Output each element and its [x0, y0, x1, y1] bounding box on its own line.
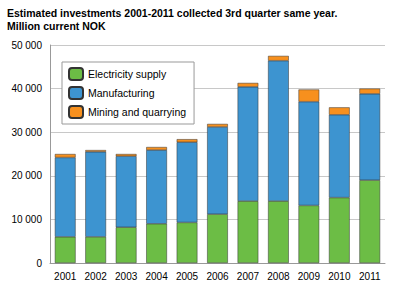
svg-text:Estimated investments 2001-201: Estimated investments 2001-2011 collecte…	[7, 7, 337, 19]
svg-text:2007: 2007	[237, 271, 260, 282]
svg-text:2001: 2001	[54, 271, 77, 282]
svg-text:0: 0	[36, 258, 42, 269]
svg-text:10 000: 10 000	[11, 214, 42, 225]
svg-text:2011: 2011	[359, 271, 381, 282]
svg-text:Electricity supply: Electricity supply	[88, 68, 167, 80]
svg-text:20 000: 20 000	[11, 170, 42, 181]
svg-text:2004: 2004	[145, 271, 168, 282]
svg-text:40 000: 40 000	[11, 83, 42, 94]
svg-text:2008: 2008	[267, 271, 290, 282]
svg-text:2010: 2010	[328, 271, 351, 282]
svg-text:30 000: 30 000	[11, 127, 42, 138]
svg-text:2005: 2005	[176, 271, 199, 282]
svg-text:Mining and quarrying: Mining and quarrying	[88, 106, 186, 118]
svg-text:2003: 2003	[115, 271, 138, 282]
svg-text:Million current NOK: Million current NOK	[7, 20, 106, 32]
svg-text:2009: 2009	[298, 271, 321, 282]
svg-text:50 000: 50 000	[11, 40, 42, 51]
svg-text:2002: 2002	[85, 271, 108, 282]
svg-text:Manufacturing: Manufacturing	[88, 87, 155, 99]
svg-text:2006: 2006	[206, 271, 229, 282]
